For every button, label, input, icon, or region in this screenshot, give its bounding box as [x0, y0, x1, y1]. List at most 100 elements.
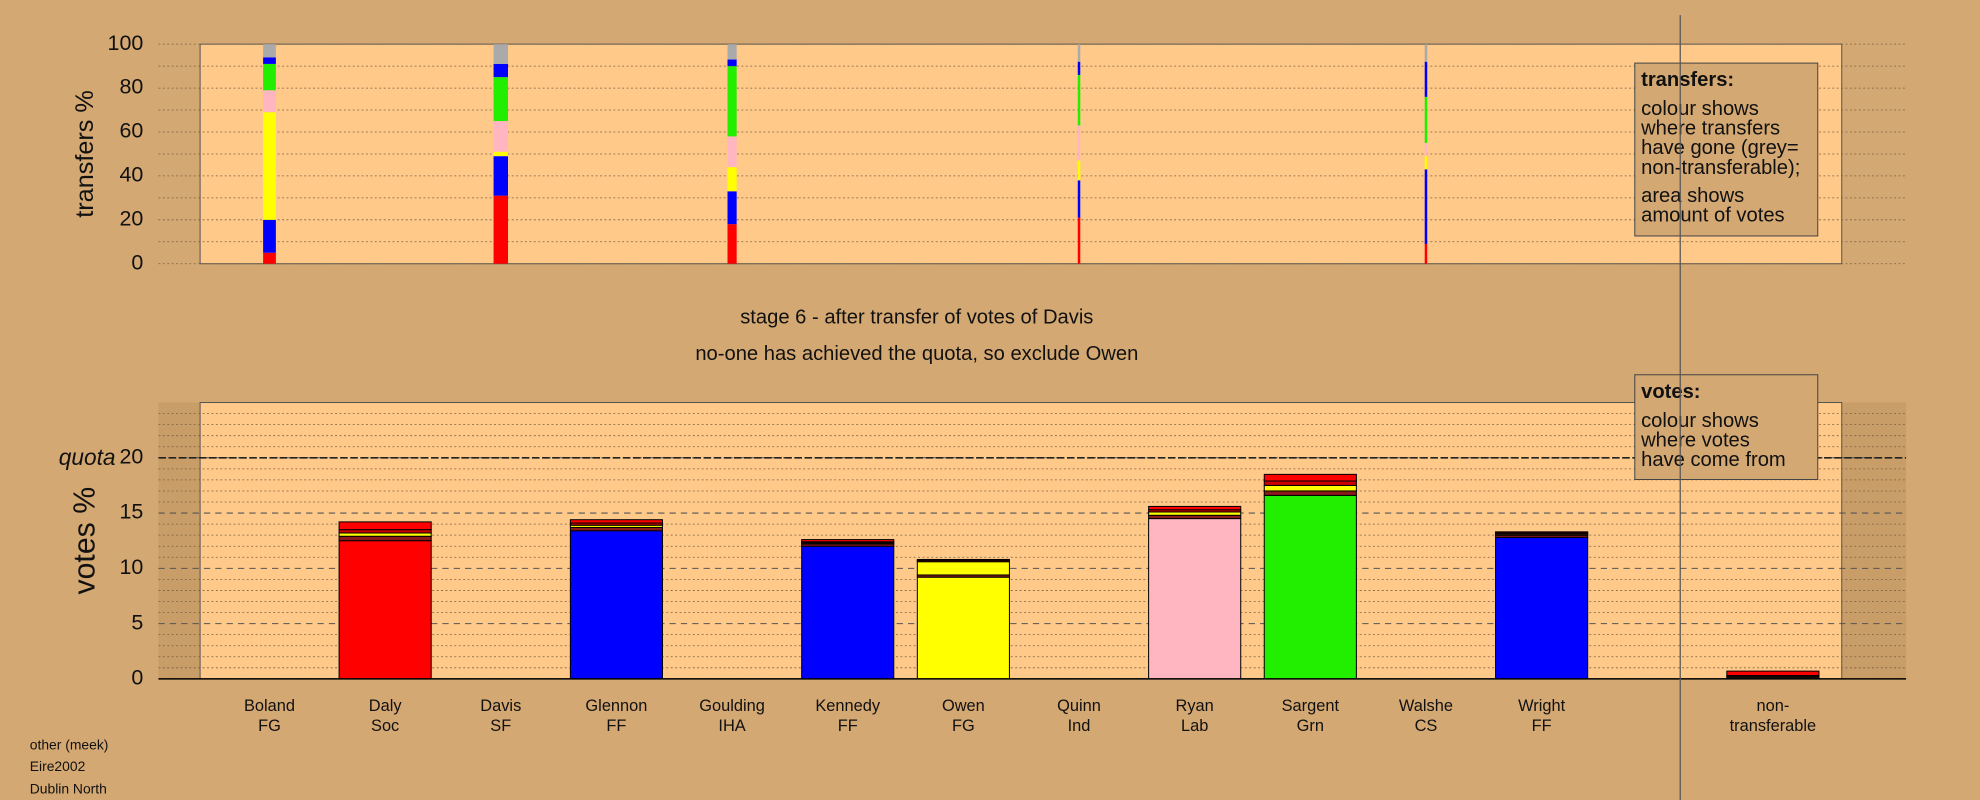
bar-segment: [727, 59, 737, 67]
bar-segment: [727, 136, 737, 168]
bar-segment: [263, 44, 276, 58]
annotation-text: where transfers: [1640, 118, 1780, 140]
bar-segment: [263, 252, 276, 264]
bar-segment: [263, 57, 276, 64]
bar-segment: [1077, 125, 1081, 161]
bar-segment: [1424, 44, 1428, 62]
bar-segment: [1148, 518, 1242, 680]
bar-segment: [1263, 473, 1357, 482]
annotation-box: [1634, 374, 1819, 480]
bar-segment: [263, 112, 276, 220]
bar-segment: [493, 151, 509, 157]
annotation-text: area shows: [1641, 185, 1744, 207]
y-tick-label: 20: [119, 206, 143, 230]
y-tick-label: 60: [119, 119, 143, 143]
bar-segment: [493, 156, 509, 196]
bar-segment: [1263, 484, 1357, 492]
bar-segment: [493, 195, 509, 264]
x-tick-label: Owen: [942, 697, 985, 715]
annotation-text: where votes: [1640, 429, 1750, 451]
bar-segment: [493, 63, 509, 78]
annotation-box: [1634, 62, 1819, 237]
x-tick-label: Glennon: [585, 697, 647, 715]
bar-segment: [1077, 160, 1081, 181]
x-tick-label: FF: [1532, 717, 1552, 735]
x-tick-label: Boland: [244, 697, 295, 715]
annotation-title: transfers:: [1641, 69, 1734, 91]
bar-segment: [1424, 61, 1428, 97]
annotation-text: colour shows: [1641, 410, 1759, 432]
bar-segment: [727, 191, 737, 225]
x-tick-label: transferable: [1730, 717, 1817, 735]
x-tick-label: Davis: [480, 697, 521, 715]
x-tick-label: Sargent: [1282, 697, 1340, 715]
bar-segment: [338, 540, 432, 680]
x-tick-label: Kennedy: [815, 697, 881, 715]
x-tick-label: FG: [952, 717, 975, 735]
bar-segment: [801, 545, 895, 680]
bar-segment: [1077, 74, 1081, 126]
bar-segment: [338, 521, 432, 531]
bar-segment: [727, 167, 737, 192]
bar-segment: [1726, 670, 1820, 677]
bar-segment: [1424, 156, 1428, 170]
bar-segment: [727, 44, 737, 60]
bar-segment: [493, 121, 509, 152]
bar-segment: [493, 77, 509, 122]
y-axis-label: transfers %: [71, 90, 99, 218]
y-tick-label: 40: [119, 163, 143, 187]
bar-segment: [1263, 494, 1357, 680]
bar-segment: [1424, 142, 1428, 157]
bar-segment: [916, 561, 1010, 576]
y-tick-label: 15: [119, 500, 143, 524]
x-tick-label: Soc: [371, 717, 399, 735]
x-tick-label: Goulding: [699, 697, 765, 715]
bar-segment: [1424, 243, 1428, 264]
bar-segment: [569, 519, 663, 524]
bar-segment: [1424, 169, 1428, 244]
y-tick-label: 0: [131, 666, 143, 690]
bar-segment: [493, 44, 509, 64]
bar-segment: [727, 66, 737, 137]
x-tick-label: IHA: [718, 717, 745, 735]
bar-segment: [916, 558, 1010, 562]
bar-segment: [1077, 180, 1081, 218]
x-tick-label: SF: [490, 717, 511, 735]
annotation-text: colour shows: [1641, 98, 1759, 120]
x-tick-label: Daly: [369, 697, 403, 715]
x-tick-label: FF: [606, 717, 626, 735]
x-tick-label: non-: [1756, 697, 1789, 715]
bar-segment: [263, 63, 276, 91]
y-tick-label: 80: [119, 75, 143, 99]
bar-segment: [916, 576, 1010, 680]
bar-segment: [338, 535, 432, 542]
x-tick-label: Lab: [1181, 717, 1208, 735]
bar-segment: [263, 219, 276, 253]
y-tick-label: 20: [119, 444, 143, 468]
y-axis-label: votes %: [69, 487, 102, 595]
footer: Dublin North: [30, 781, 107, 797]
annotation-text: non-transferable);: [1641, 157, 1800, 179]
bar-segment: [1424, 96, 1428, 143]
x-tick-label: Ind: [1068, 717, 1091, 735]
x-tick-label: FF: [838, 717, 858, 735]
bar-segment: [1263, 480, 1357, 486]
caption: no-one has achieved the quota, so exclud…: [695, 343, 1138, 365]
bar-segment: [727, 224, 737, 264]
x-tick-label: Quinn: [1057, 697, 1101, 715]
bar-segment: [263, 90, 276, 113]
footer: Eire2002: [30, 758, 86, 774]
y-tick-label: 100: [108, 31, 144, 55]
caption: stage 6 - after transfer of votes of Dav…: [740, 306, 1093, 328]
y-tick-label: 5: [131, 610, 143, 634]
bar-segment: [801, 539, 895, 543]
bar-segment: [1263, 490, 1357, 496]
footer: other (meek): [30, 736, 109, 752]
bar-segment: [1077, 61, 1081, 75]
x-tick-label: Wright: [1518, 697, 1566, 715]
bar-segment: [1077, 217, 1081, 264]
bar-segment: [1495, 536, 1589, 680]
bottom-plot-frame: [199, 402, 1843, 680]
